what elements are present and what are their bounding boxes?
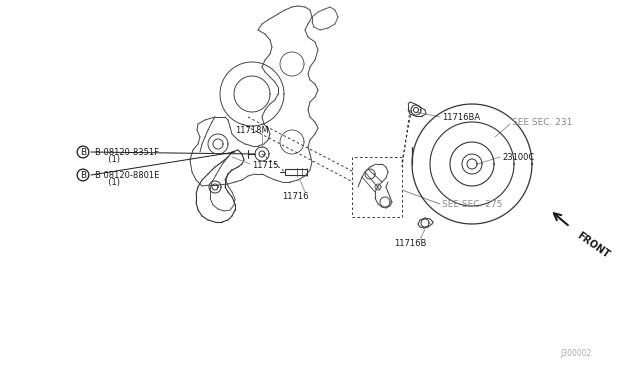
- Text: 11718M: 11718M: [235, 125, 269, 135]
- Text: 11715: 11715: [252, 160, 278, 170]
- Text: B: B: [80, 170, 86, 180]
- Text: (1): (1): [103, 177, 120, 186]
- Bar: [285, 169, 307, 175]
- Text: B 08120-8801E: B 08120-8801E: [95, 170, 159, 180]
- Text: (1): (1): [103, 154, 120, 164]
- Text: 11716: 11716: [282, 192, 308, 201]
- Text: J300002: J300002: [560, 350, 591, 359]
- Text: 11716B: 11716B: [394, 240, 426, 248]
- Text: B 08120-8351F: B 08120-8351F: [95, 148, 159, 157]
- Text: B: B: [80, 148, 86, 157]
- Text: SEE SEC. 231: SEE SEC. 231: [512, 118, 572, 126]
- Text: 23100C: 23100C: [502, 153, 534, 161]
- Text: 11716BA: 11716BA: [442, 112, 480, 122]
- Text: FRONT: FRONT: [575, 230, 611, 260]
- Text: SEE SEC. 275: SEE SEC. 275: [442, 199, 502, 208]
- Polygon shape: [255, 147, 269, 161]
- Polygon shape: [467, 159, 477, 169]
